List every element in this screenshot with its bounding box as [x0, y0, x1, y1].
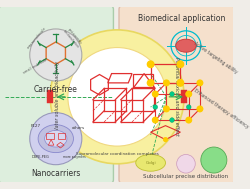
- Circle shape: [152, 117, 158, 123]
- Text: Potential toxicity and side effect: Potential toxicity and side effect: [174, 57, 178, 136]
- Text: DSPE-PEG: DSPE-PEG: [32, 155, 50, 159]
- Text: Carrier-free: Carrier-free: [34, 85, 78, 94]
- Text: Enhanced therapy efficiency: Enhanced therapy efficiency: [192, 88, 248, 130]
- Text: Subcellular precise distribution: Subcellular precise distribution: [143, 174, 228, 179]
- FancyBboxPatch shape: [118, 6, 233, 183]
- Text: others: others: [71, 125, 84, 129]
- Ellipse shape: [135, 154, 165, 171]
- Ellipse shape: [175, 39, 196, 52]
- Text: Golgi: Golgi: [145, 161, 155, 165]
- Text: more polymers: more polymers: [63, 155, 86, 159]
- Text: F127: F127: [30, 124, 40, 128]
- Circle shape: [68, 48, 166, 146]
- Text: macromolecule: macromolecule: [27, 26, 47, 50]
- Circle shape: [196, 80, 202, 86]
- Circle shape: [147, 80, 153, 86]
- Bar: [132, 74, 153, 87]
- Ellipse shape: [44, 130, 67, 147]
- Circle shape: [185, 91, 191, 97]
- Text: Nanocarriers: Nanocarriers: [31, 169, 80, 178]
- Circle shape: [186, 105, 190, 109]
- Circle shape: [169, 118, 174, 122]
- Circle shape: [30, 113, 82, 165]
- Circle shape: [163, 138, 167, 141]
- Text: Water soluble and bioactivity: Water soluble and bioactivity: [55, 61, 60, 132]
- Circle shape: [152, 105, 157, 109]
- FancyBboxPatch shape: [0, 6, 113, 183]
- Circle shape: [176, 154, 195, 173]
- Circle shape: [50, 30, 183, 164]
- Text: post-assembly
functionalization: post-assembly functionalization: [62, 26, 83, 49]
- Bar: [180, 90, 186, 103]
- Circle shape: [163, 106, 168, 112]
- Circle shape: [163, 80, 168, 86]
- Circle shape: [196, 106, 202, 112]
- Circle shape: [185, 117, 191, 123]
- Circle shape: [152, 91, 158, 97]
- Bar: [46, 133, 54, 139]
- Circle shape: [200, 147, 226, 173]
- Circle shape: [169, 92, 174, 96]
- Text: small molecule: small molecule: [22, 58, 48, 75]
- Circle shape: [176, 61, 183, 67]
- Circle shape: [147, 61, 153, 67]
- Text: Biomedical application: Biomedical application: [137, 14, 224, 23]
- Text: Supramolecular coordination complexes: Supramolecular coordination complexes: [76, 153, 158, 156]
- Text: Active targeting ability: Active targeting ability: [192, 41, 238, 75]
- Circle shape: [30, 29, 82, 81]
- Ellipse shape: [38, 125, 73, 153]
- Circle shape: [176, 80, 183, 86]
- Bar: [47, 90, 53, 103]
- Bar: [58, 133, 65, 139]
